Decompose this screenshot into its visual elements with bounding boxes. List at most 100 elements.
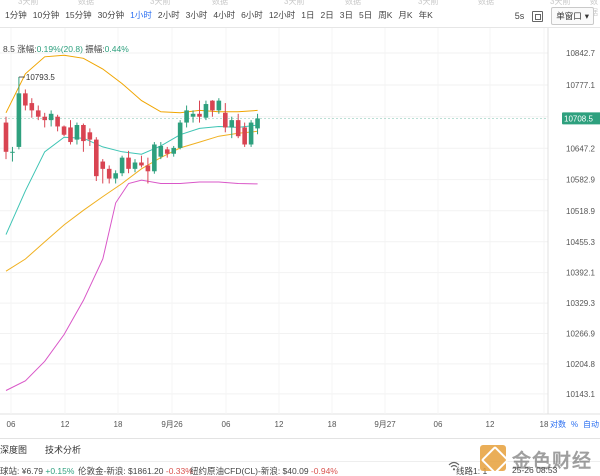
candle-body (197, 113, 202, 117)
candle-body (152, 144, 157, 172)
candle-body (119, 157, 125, 174)
candle-body (171, 147, 176, 154)
legend-change-value: 0.19%(20.8) (36, 44, 83, 54)
time-tick-label: 06 (7, 420, 16, 429)
candle-body (81, 125, 86, 142)
price-tick-label: 10455.3 (566, 238, 595, 247)
candle-body (113, 173, 118, 179)
price-tick-label: 10518.9 (566, 207, 595, 216)
faded-header-row: 3天前 数据 3天前 数据 3天前 数据 3天前 数据 3天前 数据 (0, 0, 600, 17)
candle-body (3, 122, 9, 152)
interval-tab[interactable]: 2日 (320, 10, 334, 20)
candle-body (229, 120, 235, 128)
candle-body (184, 110, 189, 123)
candle-body (139, 162, 144, 166)
top-toolbar: 3天前 数据 3天前 数据 3天前 数据 3天前 数据 3天前 数据 1分钟 10分钟 15分钟 30分… (0, 0, 600, 28)
price-tick-label: 10777.1 (566, 81, 595, 90)
price-tick-label: 10647.2 (566, 144, 595, 153)
interval-tab[interactable]: 3日 (339, 10, 353, 20)
moving-average-orange-line (5, 130, 258, 272)
time-tick-label: 18 (114, 420, 123, 429)
faded-header-text: 数据 (212, 0, 228, 6)
candle-body (164, 149, 170, 154)
candle-body (10, 151, 15, 153)
interval-tab[interactable]: 2小时 (157, 10, 180, 20)
chart-mode-select[interactable]: 单窗口 ▾ (551, 7, 594, 25)
interval-tab[interactable]: 1小时 (130, 10, 152, 20)
price-tick-label: 10842.7 (566, 49, 595, 58)
candle-body (255, 118, 260, 129)
watermark: 金色财经 (480, 443, 598, 473)
faded-header-text: 数据 (590, 0, 598, 17)
candle-body (132, 162, 138, 169)
candle-body (94, 139, 99, 177)
interval-tab[interactable]: 12小时 (268, 10, 296, 20)
current-price-label: 10708.5 (564, 114, 593, 123)
interval-tab[interactable]: 6小时 (241, 10, 263, 20)
current-price-tag (562, 112, 600, 125)
faded-header-text: 3天前 (550, 0, 571, 6)
watermark-text: 金色财经 (512, 451, 593, 472)
price-chart[interactable]: 10842.710777.110712.010647.210582.910518… (0, 28, 600, 438)
refresh-interval[interactable]: 5s (514, 11, 525, 21)
chart-mode-label: 单窗口 (556, 11, 582, 21)
candle-body (48, 113, 54, 121)
interval-tab[interactable]: 4小时 (213, 10, 236, 20)
ticker-item: 球站: ¥6.79 +0.15% (0, 466, 75, 476)
interval-tab[interactable]: 3小时 (185, 10, 208, 20)
time-tick-label: 9月26 (161, 420, 183, 429)
time-tick-label: 06 (434, 420, 443, 429)
candle-body (235, 120, 241, 137)
legend-amp-label: 振幅 (85, 44, 103, 54)
faded-header-text: 3天前 (284, 0, 305, 6)
candle-body (216, 100, 222, 111)
interval-tab[interactable]: 5日 (358, 10, 373, 20)
candle-body (55, 116, 60, 127)
candle-body (223, 112, 228, 128)
candle-body (106, 168, 112, 179)
candle-body (210, 100, 215, 111)
interval-tab[interactable]: 月K (398, 10, 413, 20)
faded-header-text: 数据 (345, 0, 361, 6)
time-tick-label: 12 (275, 420, 284, 429)
candle-body (68, 127, 73, 143)
interval-tab[interactable]: 30分钟 (97, 10, 125, 20)
candle-body (158, 145, 164, 157)
interval-tab[interactable]: 年K (418, 10, 433, 20)
price-tick-label: 10143.1 (566, 390, 595, 399)
time-tick-label: 06 (222, 420, 231, 429)
candle-body (190, 113, 196, 117)
candle-body (23, 93, 28, 106)
ticker-strip: 球站: ¥6.79 +0.15% 伦敦金-新浪: $1861.20 -0.33% 纽… (0, 461, 600, 476)
faded-header-text: 数据 (78, 0, 94, 6)
watermark-logo (480, 445, 506, 471)
tab-depth-chart[interactable]: 深度图 (0, 445, 28, 455)
faded-header-text: 3天前 (18, 0, 39, 6)
fullscreen-icon[interactable] (532, 10, 544, 22)
interval-tab[interactable]: 周K (378, 10, 393, 20)
interval-tab[interactable]: 10分钟 (32, 10, 60, 20)
ticker-item: 伦敦金-新浪: $1861.20 -0.33% (78, 466, 193, 476)
interval-tabs: 1分钟 10分钟 15分钟 30分钟 1小时 2小时 3小时 4小时 6小时 12小时 1日 2日 3日… (5, 9, 439, 21)
candle-body (87, 132, 93, 140)
interval-tab[interactable]: 15分钟 (65, 10, 92, 20)
ticker-item: 纽约原油CFD(CL)-新浪: $40.09 -0.94% (190, 466, 338, 476)
log-scale-toggle[interactable]: 对数 (550, 419, 566, 429)
tab-technical-analysis[interactable]: 技术分析 (45, 445, 82, 455)
wifi-icon (448, 461, 460, 471)
time-tick-label: 12 (486, 420, 495, 429)
ticker-item: 25-26 08:53 (512, 465, 558, 475)
time-tick-label: 9月27 (374, 420, 396, 429)
interval-tab[interactable]: 1分钟 (5, 10, 27, 20)
candle-body (29, 103, 35, 111)
candle-body (248, 122, 254, 145)
auto-scale-toggle[interactable]: 自动 (583, 419, 599, 429)
ticker-item: 线路1: 1 (456, 466, 488, 476)
interval-tab[interactable]: 1日 (301, 10, 315, 20)
percent-scale-toggle[interactable]: % (571, 420, 578, 429)
moving-average-teal-line (5, 124, 258, 235)
candle-body (126, 157, 131, 169)
candle-body (145, 165, 151, 172)
time-tick-label: 18 (328, 420, 337, 429)
candle-body (177, 122, 183, 148)
